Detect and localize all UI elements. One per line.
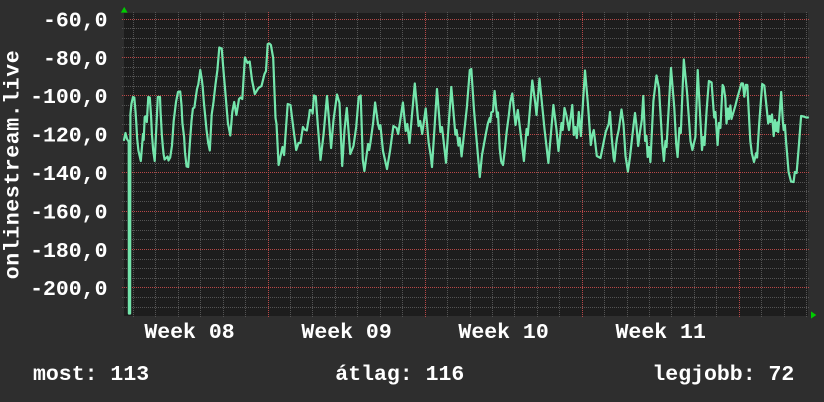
svg-text:-100,0: -100,0 <box>30 86 107 110</box>
svg-text:átlag: 116: átlag: 116 <box>335 363 464 387</box>
svg-text:-80,0: -80,0 <box>43 48 108 72</box>
svg-text:-200,0: -200,0 <box>30 278 107 302</box>
svg-text:onlinestream.live: onlinestream.live <box>2 50 26 280</box>
svg-text:-140,0: -140,0 <box>30 163 107 187</box>
svg-text:Week 10: Week 10 <box>458 321 548 345</box>
svg-text:-180,0: -180,0 <box>30 240 107 264</box>
svg-text:Week 08: Week 08 <box>144 321 234 345</box>
svg-text:-120,0: -120,0 <box>30 125 107 149</box>
svg-text:-60,0: -60,0 <box>43 9 108 33</box>
svg-text:Week 09: Week 09 <box>301 321 391 345</box>
svg-text:Week 11: Week 11 <box>616 321 706 345</box>
svg-text:legjobb: 72: legjobb: 72 <box>652 363 794 387</box>
svg-text:-160,0: -160,0 <box>30 201 107 225</box>
svg-text:most: 113: most: 113 <box>33 363 149 387</box>
